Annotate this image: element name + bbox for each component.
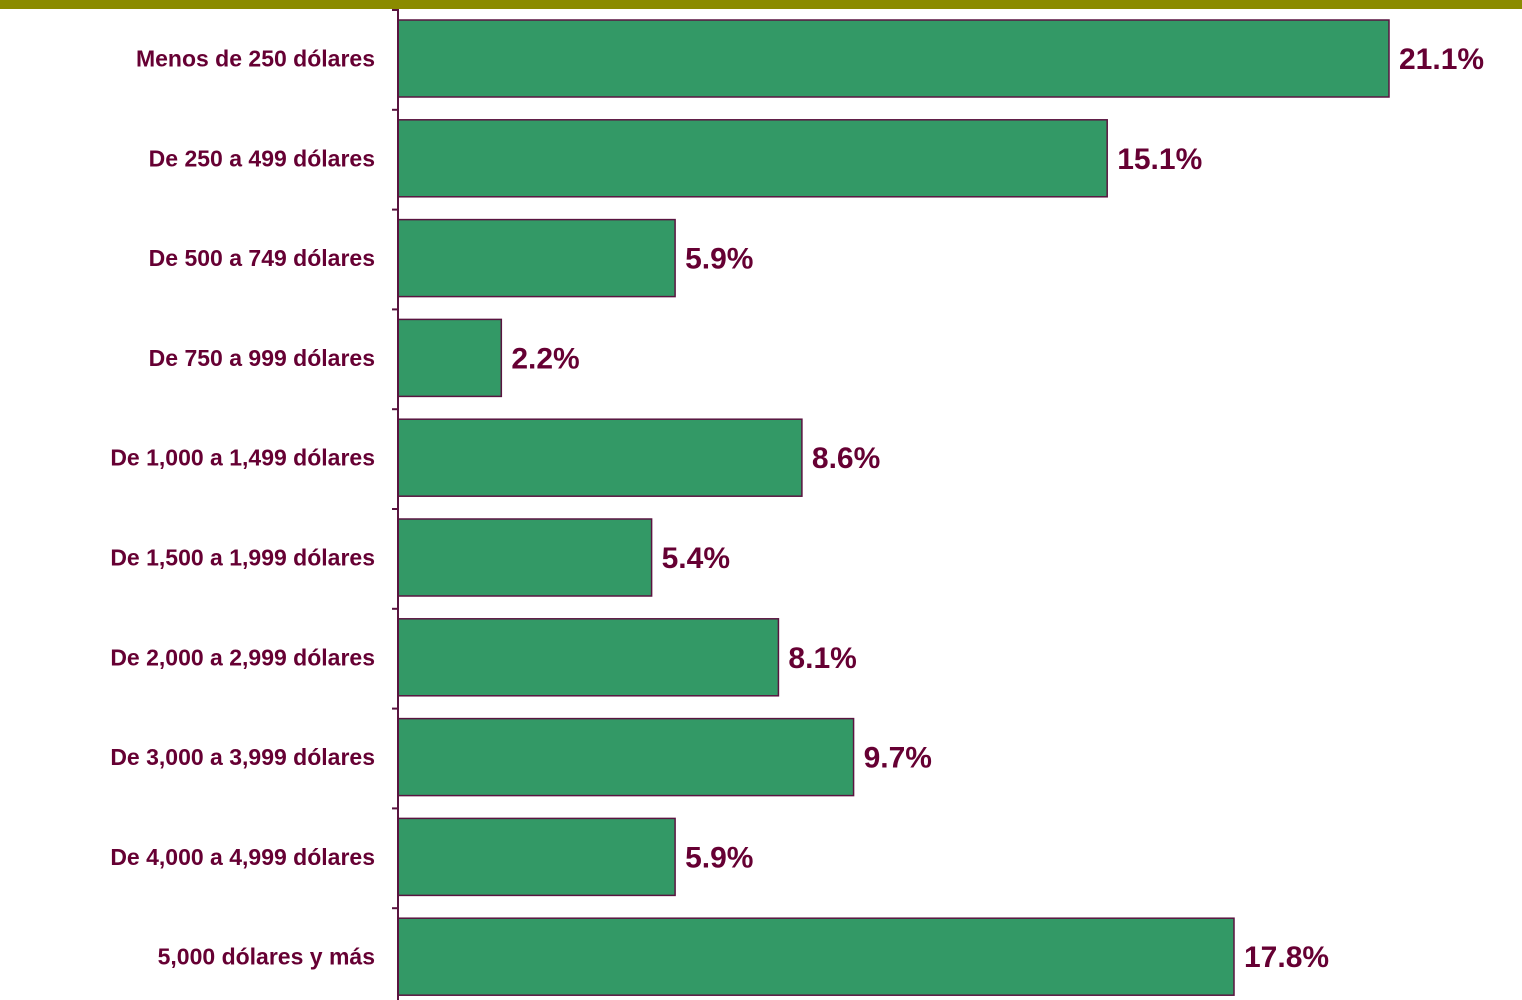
bar <box>397 19 1390 98</box>
bar <box>397 518 653 597</box>
bar <box>397 917 1235 996</box>
value-label: 21.1% <box>1399 43 1484 76</box>
value-label: 8.1% <box>788 642 856 675</box>
category-label: De 1,500 a 1,999 dólares <box>110 545 375 571</box>
value-label: 5.9% <box>685 243 753 276</box>
value-label: 5.9% <box>685 841 753 874</box>
category-label: De 250 a 499 dólares <box>149 145 375 171</box>
value-label: 9.7% <box>864 742 932 775</box>
value-label: 8.6% <box>812 442 880 475</box>
value-label: 5.4% <box>662 542 730 575</box>
bar <box>397 119 1108 198</box>
labels-layer: Menos de 250 dólares 21.1% De 250 a 499 dó… <box>110 43 1484 974</box>
bars-layer <box>397 19 1390 996</box>
bar <box>397 318 503 398</box>
category-label: 5,000 dólares y más <box>158 944 375 970</box>
category-label: De 750 a 999 dólares <box>149 345 375 371</box>
top-color-band <box>0 0 1522 9</box>
category-label: De 3,000 a 3,999 dólares <box>110 744 375 770</box>
bar <box>397 717 855 797</box>
y-axis <box>392 9 399 1000</box>
bar <box>397 418 803 497</box>
bar <box>397 218 676 298</box>
value-label: 15.1% <box>1117 143 1202 176</box>
category-label: Menos de 250 dólares <box>136 46 375 72</box>
category-label: De 4,000 a 4,999 dólares <box>110 844 375 870</box>
category-label: De 500 a 749 dólares <box>149 245 375 271</box>
bar <box>397 618 780 697</box>
category-label: De 1,000 a 1,499 dólares <box>110 445 375 471</box>
category-label: De 2,000 a 2,999 dólares <box>110 644 375 670</box>
value-label: 2.2% <box>511 342 579 375</box>
value-label: 17.8% <box>1244 941 1329 974</box>
bar <box>397 817 676 897</box>
